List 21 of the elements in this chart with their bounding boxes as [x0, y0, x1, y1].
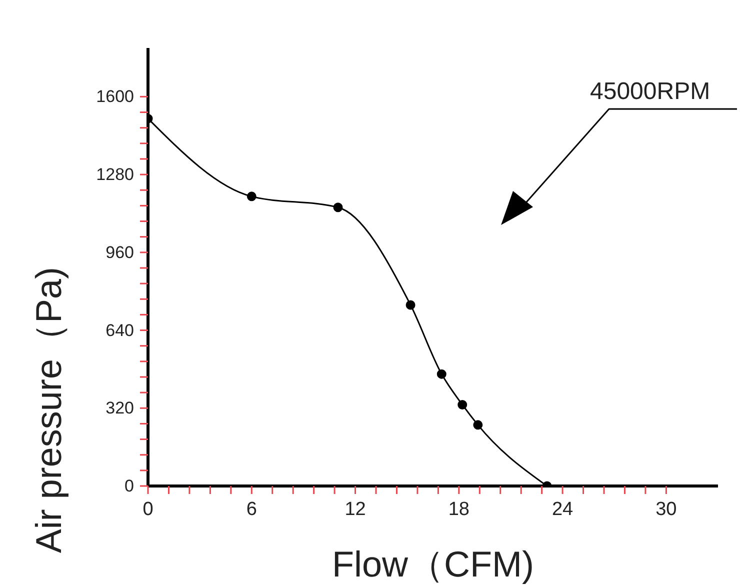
x-tick-label: 6 [246, 498, 257, 520]
y-tick-label: 320 [106, 398, 134, 418]
x-tick-label: 12 [344, 498, 366, 520]
y-tick-label: 1600 [96, 87, 134, 106]
point [436, 369, 446, 379]
x-axis-title: Flow（CFM) [332, 544, 534, 585]
x-tick-label: 24 [552, 498, 574, 520]
point [473, 420, 483, 430]
y-axis-title: Air pressure（Pa) [28, 267, 69, 554]
point [333, 202, 343, 212]
y-tick-label: 960 [106, 242, 134, 262]
x-tick-label: 18 [448, 498, 470, 520]
x-tick-label: 0 [142, 498, 154, 520]
annotation: 45000RPM [590, 78, 710, 106]
point [458, 400, 468, 410]
y-tick-label: 1280 [96, 165, 134, 184]
point [246, 192, 256, 202]
point [406, 300, 416, 310]
x-tick-label: 30 [656, 498, 677, 520]
y-tick-label: 640 [106, 320, 134, 340]
y-tick-label: 0 [124, 476, 134, 496]
